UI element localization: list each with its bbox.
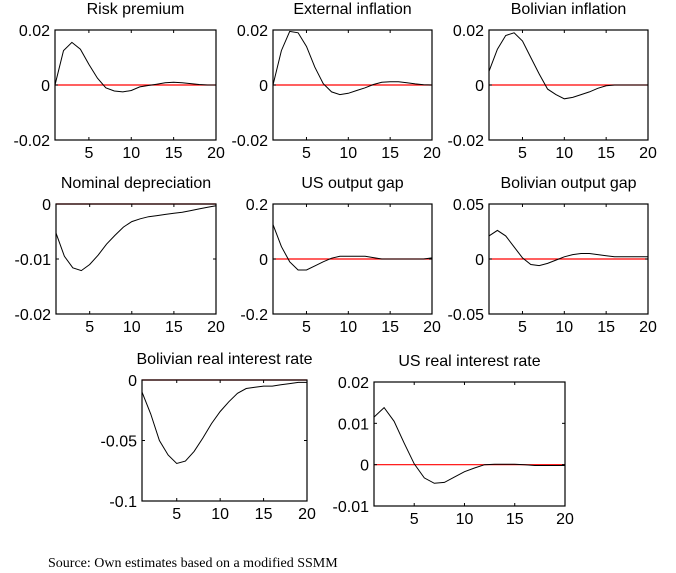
- x-tick-label: 5: [84, 145, 93, 162]
- chart-title: Risk premium: [87, 1, 185, 18]
- chart-title: Bolivian inflation: [511, 1, 627, 18]
- y-tick-label: 0: [360, 458, 369, 475]
- y-tick-label: -0.01: [333, 499, 370, 516]
- x-tick-label: 5: [85, 319, 94, 336]
- x-tick-label: 15: [597, 145, 615, 162]
- x-tick-label: 20: [639, 145, 657, 162]
- x-tick-label: 20: [207, 319, 225, 336]
- y-tick-label: 0.02: [338, 375, 369, 392]
- x-tick-label: 5: [302, 319, 311, 336]
- y-tick-label: -0.02: [448, 133, 485, 150]
- panel-bolivian-output-gap: Bolivian output gap 5 10 15 20 -0.05 0 0.05: [448, 175, 657, 336]
- impulse-response-line: [272, 30, 433, 96]
- y-tick-label: 0: [259, 252, 268, 269]
- y-tick-label: -0.02: [232, 133, 269, 150]
- impulse-response-line: [55, 205, 217, 272]
- y-tick-label: -0.02: [15, 307, 52, 324]
- y-tick-label: 0.02: [237, 23, 268, 40]
- y-tick-label: 0.02: [453, 23, 484, 40]
- impulse-response-line: [488, 229, 648, 267]
- y-tick-label: -0.05: [101, 434, 138, 451]
- panel-us-output-gap: US output gap 5 10 15 20 -0.2 0 0.2: [240, 175, 441, 336]
- x-tick-label: 10: [555, 145, 573, 162]
- y-tick-label: 0.2: [246, 197, 268, 214]
- y-tick-label: 0.02: [19, 23, 50, 40]
- axes-box: [141, 379, 308, 502]
- y-tick-label: -0.1: [109, 494, 137, 511]
- x-tick-label: 10: [122, 145, 140, 162]
- impulse-response-line: [141, 381, 307, 465]
- y-tick-label: 0: [259, 78, 268, 95]
- x-tick-label: 5: [518, 145, 527, 162]
- chart-title: Nominal depreciation: [61, 175, 211, 192]
- panel-bolivian-inflation: Bolivian inflation 5 10 15 20 -0.02 0 0.02: [448, 1, 657, 162]
- x-tick-label: 15: [165, 319, 183, 336]
- panel-nominal-depreciation: Nominal depreciation 5 10 15 20 -0.02 -0.01 0: [15, 175, 225, 336]
- chart-title: Bolivian real interest rate: [136, 351, 312, 368]
- panel-us-real-interest-rate: US real interest rate 5 10 15 20 -0.01 0 0.01 0.…: [333, 353, 574, 528]
- chart-title: US real interest rate: [398, 353, 540, 370]
- panel-bolivian-real-interest-rate: Bolivian real interest rate 5 10 15 20 -0.1 -0…: [101, 351, 316, 523]
- y-tick-label: 0.05: [453, 197, 484, 214]
- y-tick-label: 0: [475, 78, 484, 95]
- x-tick-label: 10: [555, 319, 573, 336]
- x-tick-label: 10: [123, 319, 141, 336]
- y-tick-label: 0.01: [338, 416, 369, 433]
- x-tick-label: 5: [410, 511, 419, 528]
- chart-title: US output gap: [301, 175, 403, 192]
- x-tick-label: 20: [639, 319, 657, 336]
- y-tick-label: -0.05: [448, 307, 485, 324]
- y-tick-label: 0: [128, 373, 137, 390]
- x-tick-label: 20: [207, 145, 225, 162]
- x-tick-label: 15: [597, 319, 615, 336]
- chart-title: Bolivian output gap: [500, 175, 636, 192]
- x-tick-label: 15: [381, 319, 399, 336]
- x-tick-label: 5: [172, 506, 181, 523]
- x-tick-label: 15: [165, 145, 183, 162]
- impulse-response-line: [54, 41, 216, 93]
- panel-risk-premium: Risk premium 5 10 15 20 -0.02 0 0.02: [14, 1, 225, 162]
- y-tick-label: 0: [475, 252, 484, 269]
- x-tick-label: 20: [556, 511, 574, 528]
- x-tick-label: 15: [381, 145, 399, 162]
- impulse-response-line: [488, 32, 648, 100]
- x-tick-label: 15: [506, 511, 524, 528]
- impulse-response-line: [373, 406, 565, 484]
- chart-title: External inflation: [293, 1, 411, 18]
- x-tick-label: 20: [423, 319, 441, 336]
- source-note: Source: Own estimates based on a modifie…: [48, 556, 338, 571]
- x-tick-label: 10: [211, 506, 229, 523]
- x-tick-label: 15: [255, 506, 273, 523]
- x-tick-label: 10: [339, 319, 357, 336]
- impulse-response-line: [272, 224, 433, 271]
- x-tick-label: 10: [456, 511, 474, 528]
- y-tick-label: 0: [41, 78, 50, 95]
- y-tick-label: 0: [42, 197, 51, 214]
- y-tick-label: -0.02: [14, 133, 51, 150]
- y-tick-label: -0.01: [15, 252, 52, 269]
- x-tick-label: 5: [518, 319, 527, 336]
- x-tick-label: 10: [339, 145, 357, 162]
- x-tick-label: 5: [302, 145, 311, 162]
- axes-box: [373, 381, 566, 507]
- y-tick-label: -0.2: [240, 307, 268, 324]
- x-tick-label: 20: [298, 506, 316, 523]
- x-tick-label: 20: [423, 145, 441, 162]
- panel-external-inflation: External inflation 5 10 15 20 -0.02 0 0.02: [232, 1, 441, 162]
